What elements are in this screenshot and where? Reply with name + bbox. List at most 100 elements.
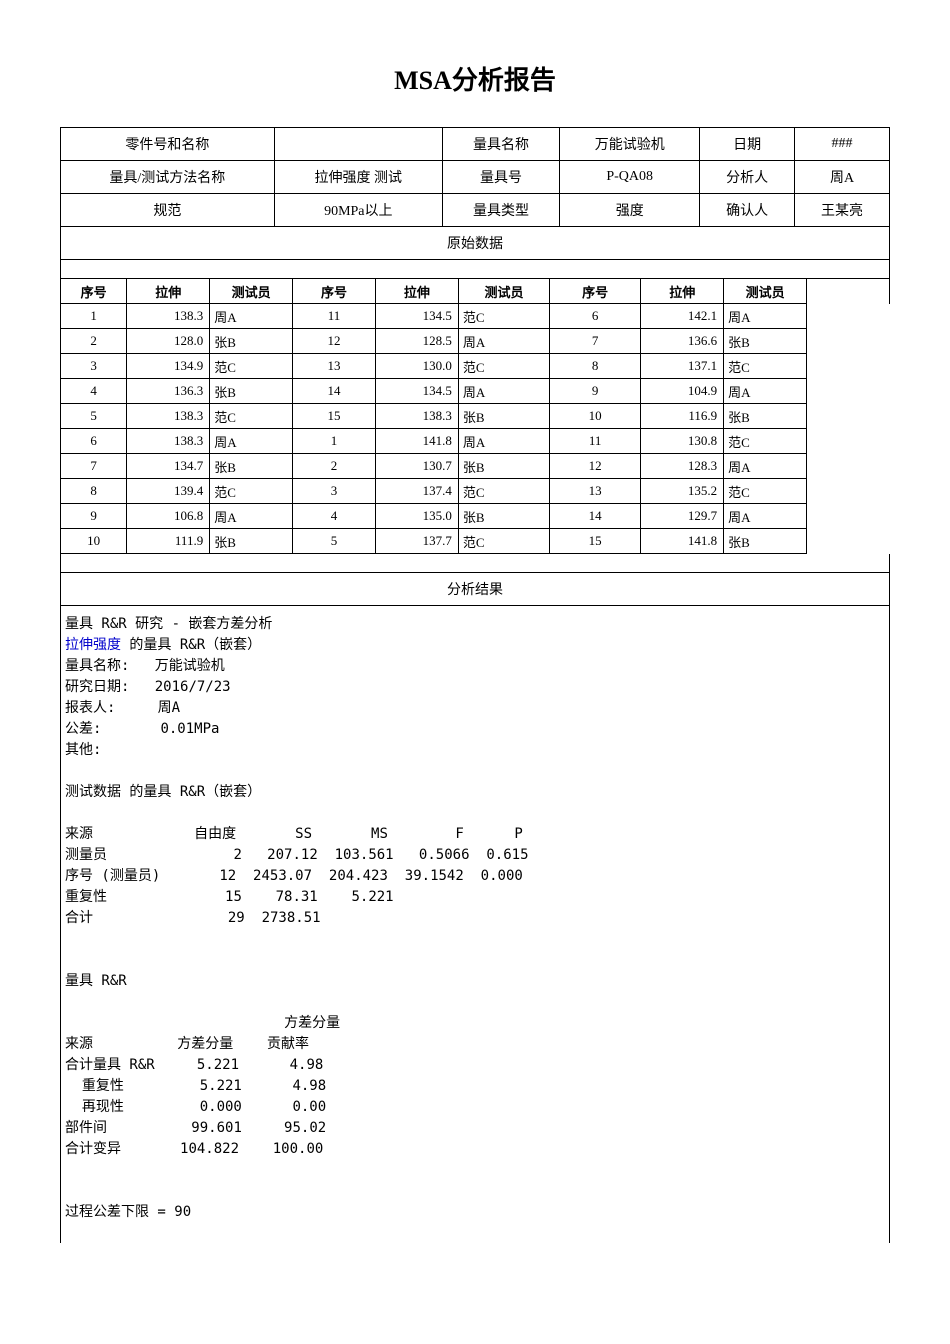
table-row: 10111.9张B5137.7范C15141.8张B [61, 529, 890, 554]
val-date: 2016/7/23 [155, 679, 231, 695]
cell-seq: 14 [550, 504, 641, 529]
table-row: 9106.8周A4135.0张B14129.7周A [61, 504, 890, 529]
col-seq: 序号 [293, 279, 376, 304]
cell-seq: 15 [293, 404, 376, 429]
v3-var: 0.000 [200, 1099, 242, 1115]
gauge-name-label: 量具名称 [442, 128, 559, 161]
lbl-gauge-name: 量具名称: [65, 658, 129, 674]
vh-contrib1: 方差分量 [284, 1015, 340, 1031]
cell-seq: 5 [293, 529, 376, 554]
cell-tester: 周A [458, 329, 549, 354]
cell-val: 134.5 [375, 379, 458, 404]
spacer-table: 分析结果 [60, 554, 890, 606]
cell-tester: 张B [724, 404, 807, 429]
col-seq: 序号 [61, 279, 127, 304]
h-ss: SS [295, 826, 312, 842]
col-tester: 测试员 [210, 279, 293, 304]
cell-val: 128.5 [375, 329, 458, 354]
v4-var: 99.601 [191, 1120, 242, 1136]
cell-val: 134.5 [375, 304, 458, 329]
v1-var: 5.221 [197, 1057, 239, 1073]
cell-tester: 张B [210, 329, 293, 354]
cell-val: 138.3 [127, 404, 210, 429]
r4-src: 合计 [65, 910, 93, 926]
test-data-title: 测试数据 的量具 R&R（嵌套） [65, 784, 261, 800]
lbl-tol: 公差: [65, 721, 101, 737]
cell-val: 128.3 [641, 454, 724, 479]
cell-tester: 周A [724, 454, 807, 479]
gauge-no-label: 量具号 [442, 161, 559, 194]
method-label: 量具/测试方法名称 [61, 161, 275, 194]
table-row: 7134.7张B2130.7张B12128.3周A [61, 454, 890, 479]
v3-src: 再现性 [65, 1099, 124, 1115]
vh-src: 来源 [65, 1036, 93, 1052]
v4-src: 部件间 [65, 1120, 107, 1136]
cell-tester: 张B [210, 454, 293, 479]
cell-seq: 8 [61, 479, 127, 504]
method-val: 拉伸强度 测试 [274, 161, 442, 194]
cell-tester: 范C [210, 354, 293, 379]
cell-tester: 张B [724, 529, 807, 554]
cell-tester: 范C [724, 354, 807, 379]
cell-val: 134.7 [127, 454, 210, 479]
cell-val: 136.6 [641, 329, 724, 354]
r2-df: 12 [219, 868, 236, 884]
empty-col [807, 279, 890, 304]
cell-seq: 9 [550, 379, 641, 404]
cell-val: 135.2 [641, 479, 724, 504]
val-reporter: 周A [158, 700, 180, 716]
tensile-link: 拉伸强度 [65, 637, 121, 653]
cell-tester: 范C [458, 479, 549, 504]
cell-tester: 范C [210, 479, 293, 504]
r1-f: 0.5066 [419, 847, 470, 863]
cell-seq: 2 [293, 454, 376, 479]
v2-var: 5.221 [200, 1078, 242, 1094]
h-ms: MS [371, 826, 388, 842]
col-tester: 测试员 [458, 279, 549, 304]
spec-val: 90MPa以上 [274, 194, 442, 227]
cell-tester: 范C [458, 304, 549, 329]
h-src: 来源 [65, 826, 93, 842]
cell-tester: 张B [458, 504, 549, 529]
r1-p: 0.615 [486, 847, 528, 863]
col-tensile: 拉伸 [641, 279, 724, 304]
page-title: MSA分析报告 [60, 60, 890, 97]
part-val [274, 128, 442, 161]
cell-tester: 周A [724, 304, 807, 329]
table-row: 3134.9范C13130.0范C8137.1范C [61, 354, 890, 379]
cell-tester: 范C [458, 354, 549, 379]
cell-val: 130.8 [641, 429, 724, 454]
cell-seq: 4 [61, 379, 127, 404]
cell-val: 137.7 [375, 529, 458, 554]
analysis-header: 分析结果 [61, 573, 890, 606]
r3-ms: 5.221 [351, 889, 393, 905]
analysis-block: 量具 R&R 研究 - 嵌套方差分析 拉伸强度 的量具 R&R（嵌套） 量具名称… [60, 606, 890, 1243]
anova-title: 量具 R&R 研究 - 嵌套方差分析 [65, 616, 272, 632]
cell-tester: 张B [210, 379, 293, 404]
r3-df: 15 [225, 889, 242, 905]
v5-src: 合计变异 [65, 1141, 121, 1157]
cell-seq: 11 [550, 429, 641, 454]
col-tensile: 拉伸 [127, 279, 210, 304]
val-tol: 0.01MPa [160, 721, 219, 737]
cell-seq: 7 [550, 329, 641, 354]
approver-label: 确认人 [700, 194, 795, 227]
raw-data-header: 原始数据 [61, 227, 890, 260]
cell-seq: 3 [61, 354, 127, 379]
cell-seq: 2 [61, 329, 127, 354]
cell-val: 129.7 [641, 504, 724, 529]
cell-seq: 15 [550, 529, 641, 554]
cell-tester: 周A [458, 379, 549, 404]
cell-tester: 张B [458, 454, 549, 479]
date-label: 日期 [700, 128, 795, 161]
cell-tester: 周A [210, 504, 293, 529]
v4-c: 95.02 [284, 1120, 326, 1136]
grr-title: 量具 R&R [65, 973, 127, 989]
v5-var: 104.822 [180, 1141, 239, 1157]
h-df: 自由度 [194, 826, 236, 842]
cell-val: 130.0 [375, 354, 458, 379]
lower-tol: 过程公差下限 = 90 [65, 1204, 191, 1220]
cell-val: 141.8 [375, 429, 458, 454]
r2-src: 序号 (测量员) [65, 868, 160, 884]
cell-tester: 范C [210, 404, 293, 429]
